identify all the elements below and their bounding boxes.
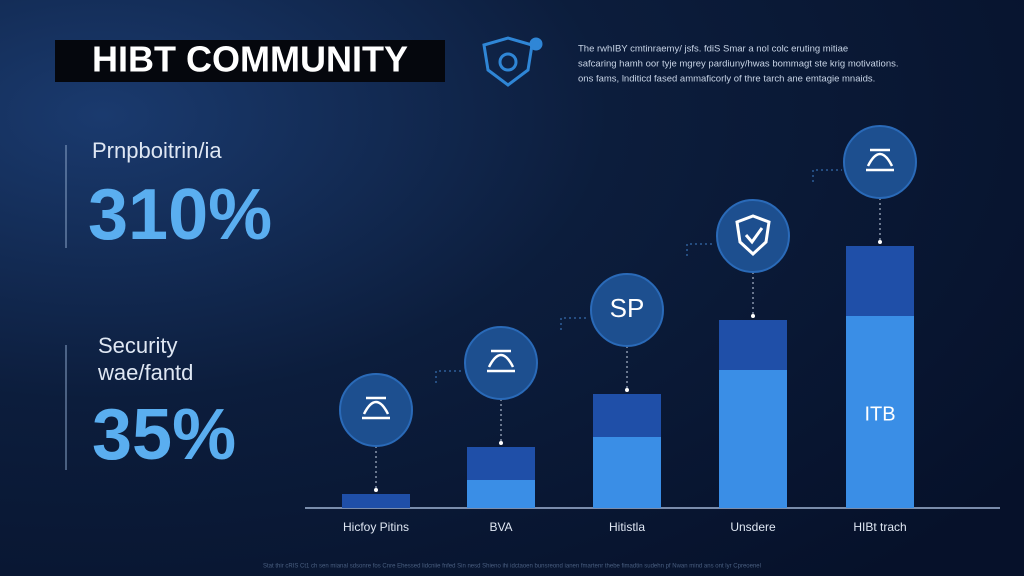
logo — [482, 36, 543, 87]
icon-glyph — [362, 396, 390, 420]
bar-segment — [467, 480, 535, 508]
icon — [590, 273, 664, 347]
x-tick-label: Unsdere — [730, 520, 776, 534]
connector-dot — [374, 488, 378, 492]
icon-glyph — [866, 148, 894, 172]
description-line: ons fams, lnditicd fased ammaficorly of … — [578, 74, 875, 85]
bar-segment — [846, 316, 914, 508]
bar-segment — [719, 320, 787, 370]
description-line: safcaring hamh oor tyje mgrey pardiuny/h… — [578, 59, 899, 70]
icon-glyph — [735, 214, 771, 257]
stat-value: 310% — [88, 175, 272, 255]
connector-dot — [878, 240, 882, 244]
connector — [435, 370, 463, 383]
stat-label: Prnpboitrin/ia — [92, 138, 222, 163]
icon — [339, 373, 413, 447]
connector — [560, 317, 589, 330]
description-line: The rwhIBY cmtinraemy/ jsfs. fdiS Smar a… — [578, 44, 848, 55]
bar-segment — [342, 494, 410, 508]
title: HIBT COMMUNITY — [92, 39, 408, 80]
bar-segment — [846, 246, 914, 316]
bar-segment — [467, 447, 535, 480]
connector-dot — [751, 314, 755, 318]
bar-segment — [719, 370, 787, 508]
bar-label: ITB — [864, 403, 895, 425]
bar-segment — [593, 437, 661, 508]
connector — [812, 169, 842, 182]
x-tick-label: Hicfoy Pitins — [343, 520, 409, 534]
x-tick-label: Hitistla — [609, 520, 645, 534]
stat-label: Security — [98, 333, 177, 358]
x-tick-label: BVA — [489, 520, 512, 534]
bar-segment — [593, 394, 661, 437]
connector — [686, 243, 715, 256]
icon-glyph — [487, 349, 515, 373]
icon — [843, 125, 917, 199]
icon — [464, 326, 538, 400]
title-box — [55, 40, 445, 82]
connector-dot — [499, 441, 503, 445]
stat-label: wae/fantd — [97, 360, 193, 385]
icon-label: SP — [610, 293, 645, 323]
stat-value: 35% — [92, 395, 236, 475]
connector-dot — [625, 388, 629, 392]
footer: Stat thir cRIS Ct1 ch sen mianal sdsonre… — [263, 564, 761, 570]
icon — [716, 199, 790, 273]
x-tick-label: HIBt trach — [853, 520, 906, 534]
